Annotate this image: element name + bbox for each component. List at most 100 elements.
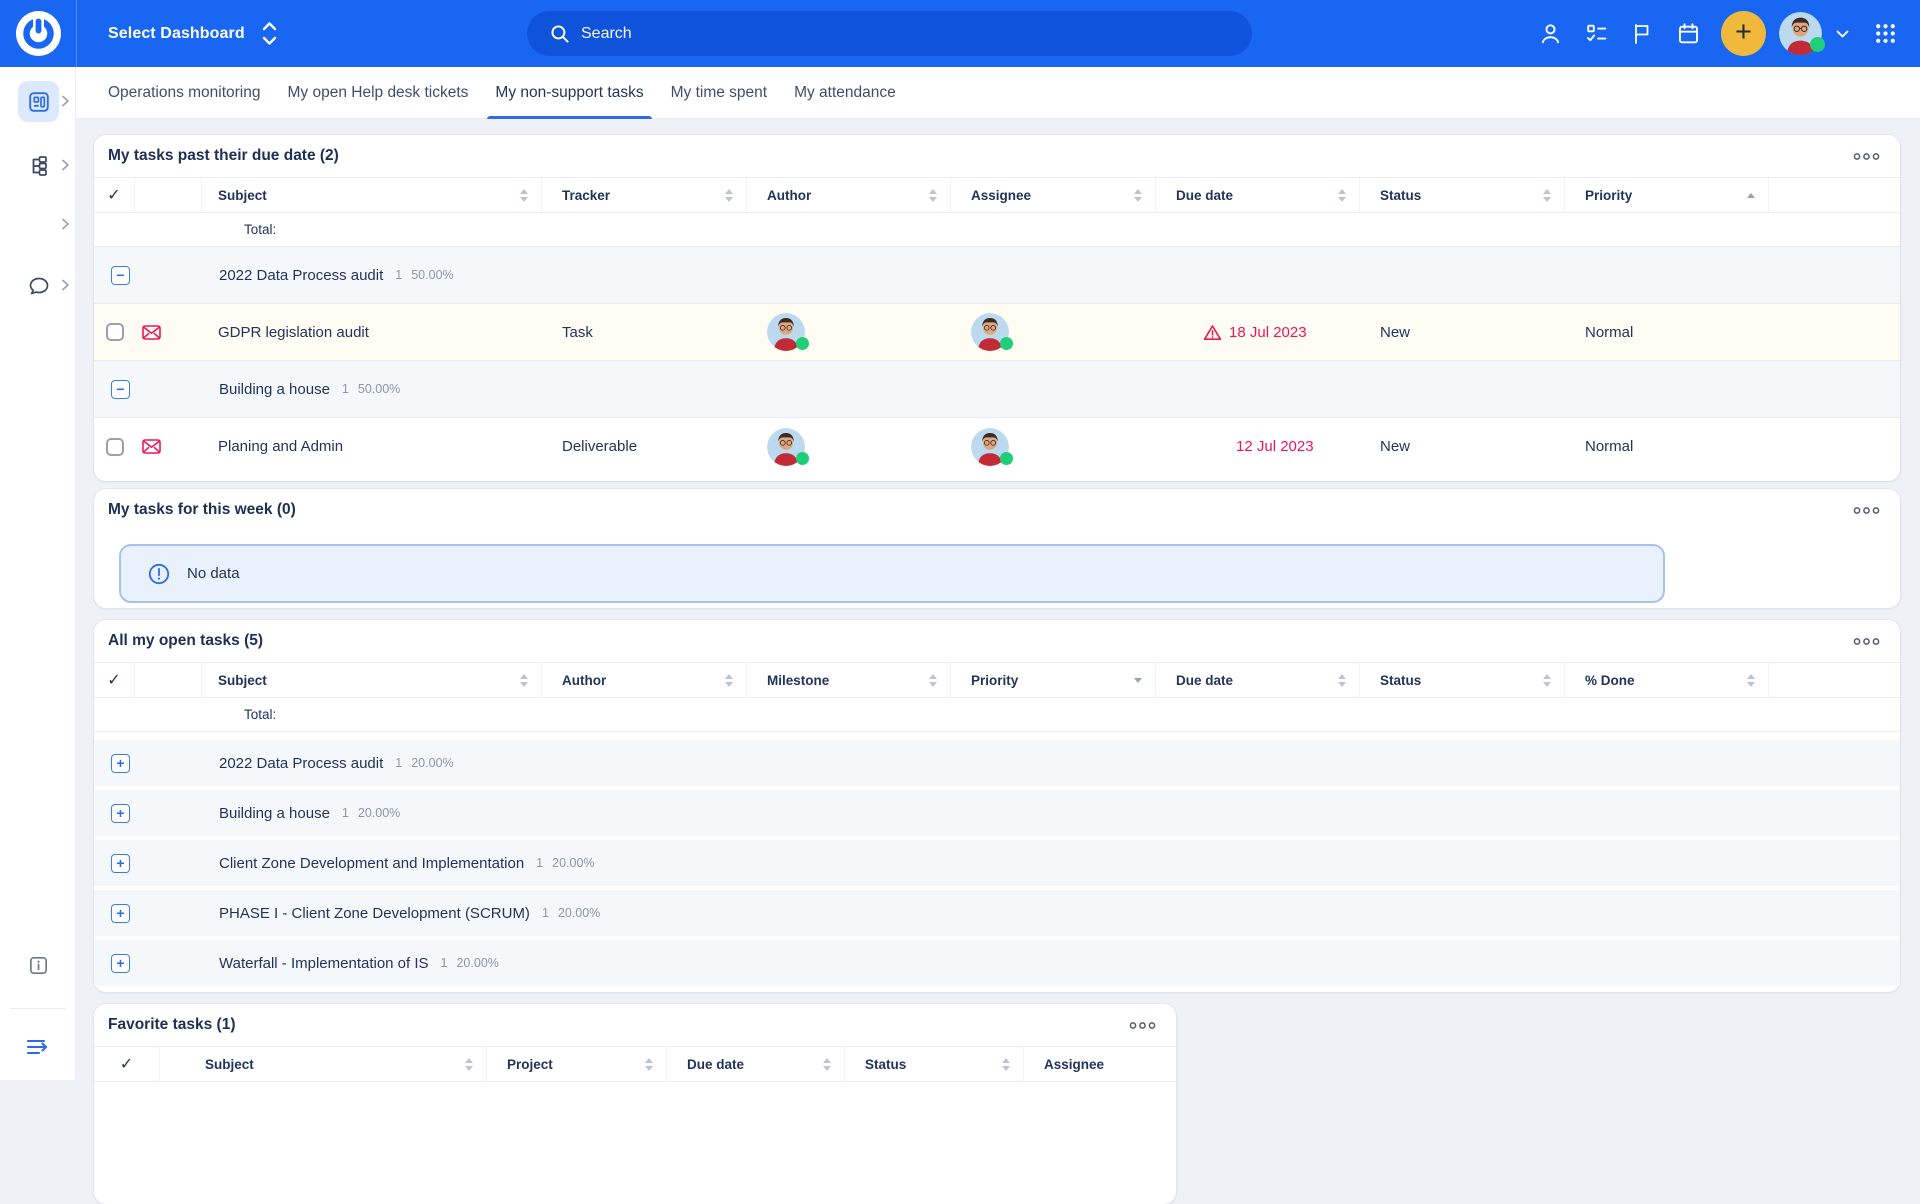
select-all-checkmark[interactable]: ✓ <box>94 663 135 697</box>
calendar-button[interactable] <box>1665 0 1711 67</box>
online-status-dot <box>1000 451 1013 465</box>
tab-my-time-spent[interactable]: My time spent <box>670 83 768 101</box>
tab-my-attendance[interactable]: My attendance <box>794 83 896 101</box>
expand-group-button[interactable]: + <box>111 903 130 923</box>
apps-grid-button[interactable] <box>1862 0 1908 67</box>
task-group-row[interactable]: + 2022 Data Process audit 1 20.00% <box>94 740 1900 786</box>
column-header-subject[interactable]: Subject <box>202 663 542 697</box>
column-header-priority[interactable]: Priority <box>1565 178 1769 212</box>
assignee-avatar[interactable] <box>971 427 1013 466</box>
swap-vertical-icon <box>262 22 276 45</box>
sidebar-item-more[interactable] <box>0 202 76 246</box>
column-header-author[interactable]: Author <box>747 178 951 212</box>
tasklist-button[interactable] <box>1573 0 1619 67</box>
column-header-project[interactable]: Project <box>487 1047 667 1081</box>
author-avatar[interactable] <box>767 313 809 351</box>
topbar-divider <box>76 0 77 67</box>
sidebar-expand-button[interactable] <box>0 1024 76 1068</box>
panel-menu-button[interactable] <box>1851 631 1882 652</box>
tab-my-non-support-tasks[interactable]: My non-support tasks <box>485 67 653 119</box>
search-input[interactable] <box>581 24 1181 43</box>
column-header-priority[interactable]: Priority <box>951 663 1156 697</box>
flag-button[interactable] <box>1619 0 1665 67</box>
expand-group-button[interactable]: + <box>111 953 130 973</box>
column-header-assignee[interactable]: Assignee <box>951 178 1156 212</box>
group-count: 1 <box>341 382 349 396</box>
expand-group-button[interactable]: + <box>111 803 130 823</box>
group-subject[interactable]: Building a house <box>219 380 330 398</box>
sort-icon <box>929 673 937 687</box>
panel-menu-button[interactable] <box>1851 146 1882 167</box>
panel-menu-button[interactable] <box>1127 1015 1158 1036</box>
mail-icon <box>142 439 161 454</box>
task-row[interactable]: Planing and Admin Deliverable <box>94 418 1900 475</box>
column-header-subject[interactable]: Subject <box>202 178 542 212</box>
panel-menu-button[interactable] <box>1851 500 1882 521</box>
column-header-author[interactable]: Author <box>542 663 747 697</box>
task-row[interactable]: GDPR legislation audit Task <box>94 304 1900 361</box>
select-all-checkmark[interactable]: ✓ <box>94 1047 160 1081</box>
panel-title: My tasks for this week (0) <box>108 501 296 518</box>
user-avatar[interactable] <box>1779 12 1825 55</box>
expand-group-button[interactable]: + <box>111 753 130 773</box>
chevron-right-icon <box>62 279 69 291</box>
dashboard-tabs: Operations monitoring My open Help desk … <box>76 67 1920 119</box>
group-count: 1 <box>440 956 448 970</box>
column-header-status[interactable]: Status <box>845 1047 1024 1081</box>
dashboard-selector[interactable]: Select Dashboard <box>108 0 278 67</box>
sidebar-item-messages[interactable] <box>0 263 76 307</box>
assignee-avatar[interactable] <box>971 313 1013 351</box>
avatar-image <box>971 313 1009 351</box>
sidebar-item-info[interactable] <box>0 943 76 987</box>
sort-icon <box>1747 673 1755 687</box>
group-subject[interactable]: PHASE I - Client Zone Development (SCRUM… <box>219 904 530 922</box>
task-subject[interactable]: Planing and Admin <box>218 438 344 455</box>
expand-group-button[interactable]: + <box>111 853 130 873</box>
profile-button[interactable] <box>1527 0 1573 67</box>
collapse-group-button[interactable]: − <box>111 379 130 399</box>
avatar-menu-button[interactable] <box>1822 0 1862 67</box>
column-header-status[interactable]: Status <box>1360 178 1565 212</box>
search-bar[interactable] <box>527 11 1252 56</box>
task-group-row[interactable]: + Client Zone Development and Implementa… <box>94 840 1900 886</box>
task-status: New <box>1380 438 1411 455</box>
group-percent: 20.00% <box>552 856 595 870</box>
app-logo[interactable] <box>16 11 61 56</box>
sort-icon <box>823 1057 831 1071</box>
task-subject[interactable]: GDPR legislation audit <box>218 323 369 341</box>
row-checkbox[interactable] <box>105 437 124 456</box>
group-subject[interactable]: 2022 Data Process audit <box>219 754 384 772</box>
group-subject[interactable]: 2022 Data Process audit <box>219 266 384 284</box>
row-checkbox[interactable] <box>105 323 124 341</box>
info-icon <box>30 957 47 974</box>
task-group-row[interactable]: − Building a house 1 50.00% <box>94 361 1900 418</box>
panel-all-open-tasks: All my open tasks (5) ✓ Subject Author M… <box>94 620 1900 992</box>
group-subject[interactable]: Building a house <box>219 804 330 822</box>
author-avatar[interactable] <box>767 427 809 466</box>
select-all-checkmark[interactable]: ✓ <box>94 178 135 212</box>
column-header-subject[interactable]: Subject <box>160 1047 487 1081</box>
task-group-row[interactable]: + Waterfall - Implementation of IS 1 20.… <box>94 940 1900 986</box>
column-header-status[interactable]: Status <box>1360 663 1565 697</box>
column-header-due-date[interactable]: Due date <box>1156 178 1360 212</box>
task-group-row[interactable]: − 2022 Data Process audit 1 50.00% <box>94 247 1900 304</box>
column-header-assignee[interactable]: Assignee <box>1044 1056 1105 1072</box>
column-header-due-date[interactable]: Due date <box>1156 663 1360 697</box>
column-header-due-date[interactable]: Due date <box>667 1047 845 1081</box>
group-subject[interactable]: Client Zone Development and Implementati… <box>219 854 525 872</box>
column-header-tracker[interactable]: Tracker <box>542 178 747 212</box>
column-header-milestone[interactable]: Milestone <box>747 663 951 697</box>
task-group-row[interactable]: + PHASE I - Client Zone Development (SCR… <box>94 890 1900 936</box>
sidebar-item-dashboards[interactable] <box>0 79 76 123</box>
overdue-warning-icon <box>1203 324 1222 340</box>
column-header-percent-done[interactable]: % Done <box>1565 663 1769 697</box>
add-button[interactable]: + <box>1721 11 1766 56</box>
collapse-group-button[interactable]: − <box>111 265 130 285</box>
sidebar-item-project-tree[interactable] <box>0 143 76 187</box>
group-subject[interactable]: Waterfall - Implementation of IS <box>219 954 429 972</box>
tab-operations-monitoring[interactable]: Operations monitoring <box>108 83 261 101</box>
tab-my-open-help-desk-tickets[interactable]: My open Help desk tickets <box>287 83 469 101</box>
panel-tasks-this-week: My tasks for this week (0) No data <box>94 489 1900 608</box>
avatar-image <box>971 427 1009 466</box>
task-group-row[interactable]: + Building a house 1 20.00% <box>94 790 1900 836</box>
